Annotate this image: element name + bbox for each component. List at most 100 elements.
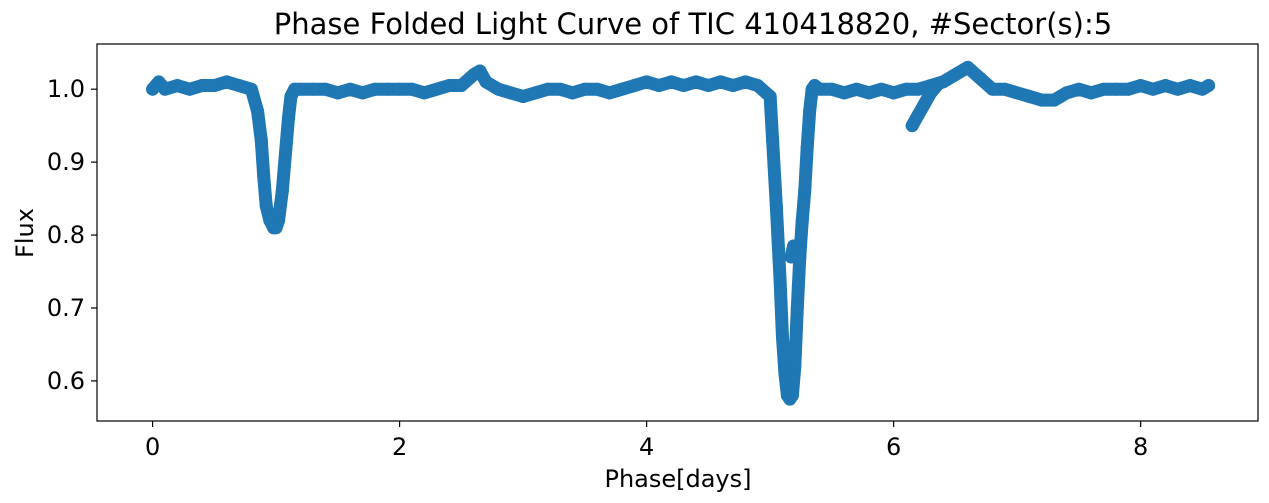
data-point (788, 359, 802, 373)
plot-frame (96, 43, 1259, 422)
data-point (862, 86, 876, 100)
data-point (232, 79, 246, 93)
data-point (973, 71, 987, 85)
data-points (146, 60, 1216, 406)
data-point (1171, 82, 1185, 96)
data-point (272, 213, 286, 227)
data-point (279, 141, 293, 155)
x-tick-label: 6 (886, 433, 901, 461)
series-trace-0 (146, 60, 1216, 406)
data-point (318, 82, 332, 96)
data-point (603, 86, 617, 100)
data-point (566, 86, 580, 100)
data-point (627, 79, 641, 93)
data-point (1097, 82, 1111, 96)
data-point (640, 75, 654, 89)
y-axis-label: Flux (11, 208, 39, 258)
data-point (405, 82, 419, 96)
data-point (899, 82, 913, 96)
data-point (380, 82, 394, 96)
data-point (331, 86, 345, 100)
data-point (850, 82, 864, 96)
data-point (751, 79, 765, 93)
data-point (207, 79, 221, 93)
data-point (244, 82, 258, 96)
data-point (1084, 86, 1098, 100)
y-tick-label: 0.8 (47, 221, 85, 249)
data-point (504, 86, 518, 100)
data-point (790, 301, 804, 315)
data-point (491, 82, 505, 96)
y-tick-label: 0.7 (47, 294, 85, 322)
data-point (1146, 82, 1160, 96)
data-point (775, 330, 789, 344)
data-point (528, 86, 542, 100)
data-point (798, 184, 812, 198)
data-point (677, 79, 691, 93)
data-point (1202, 79, 1216, 93)
data-point (306, 82, 320, 96)
data-point (763, 90, 777, 103)
data-point (800, 141, 814, 155)
data-point (1158, 79, 1172, 93)
data-point (766, 133, 780, 147)
data-point (254, 133, 268, 147)
data-point (356, 86, 370, 100)
data-point (454, 79, 468, 93)
data-point (792, 250, 806, 264)
data-point (259, 199, 273, 213)
data-point (430, 82, 444, 96)
data-point (874, 82, 888, 96)
data-point (170, 79, 184, 93)
data-point (785, 388, 799, 402)
data-point (795, 213, 809, 227)
data-point (1072, 82, 1086, 96)
data-point (578, 82, 592, 96)
data-point (590, 82, 604, 96)
data-point (1109, 82, 1123, 96)
chart-title: Phase Folded Light Curve of TIC 41041882… (274, 7, 1112, 41)
data-point (813, 82, 827, 96)
data-point (1010, 86, 1024, 100)
data-point (281, 111, 295, 125)
y-tick-label: 0.6 (47, 367, 85, 395)
data-point (257, 170, 271, 184)
data-point (1121, 82, 1135, 96)
data-point (825, 82, 839, 96)
data-point (701, 79, 715, 93)
data-point (1047, 93, 1061, 107)
data-point (220, 75, 234, 89)
x-tick-label: 0 (145, 433, 160, 461)
data-point (183, 82, 197, 96)
data-point (275, 184, 289, 198)
data-point (778, 367, 792, 381)
data-point (911, 108, 925, 122)
data-point (837, 86, 851, 100)
data-point (948, 68, 962, 82)
data-point (343, 82, 357, 96)
data-point (516, 90, 530, 103)
data-point (195, 79, 209, 93)
y-axis-ticks: 0.6 0.7 0.8 0.9 1.0 (47, 75, 97, 395)
data-point (887, 86, 901, 100)
data-point (1183, 79, 1197, 93)
data-point (1060, 86, 1074, 100)
data-point (541, 82, 555, 96)
data-point (918, 97, 932, 111)
data-point (294, 82, 308, 96)
data-point (985, 82, 999, 96)
data-point (664, 75, 678, 89)
data-point (930, 79, 944, 93)
data-point (479, 75, 493, 89)
x-axis-ticks: 0 2 4 6 8 (145, 421, 1148, 461)
data-point (417, 86, 431, 100)
data-point (1134, 79, 1148, 93)
data-point (1023, 90, 1037, 103)
data-point (911, 82, 925, 96)
y-tick-label: 1.0 (47, 75, 85, 103)
data-point (1035, 93, 1049, 107)
data-point (769, 199, 783, 213)
data-point (803, 104, 817, 118)
x-tick-label: 2 (392, 433, 407, 461)
data-point (473, 64, 487, 78)
